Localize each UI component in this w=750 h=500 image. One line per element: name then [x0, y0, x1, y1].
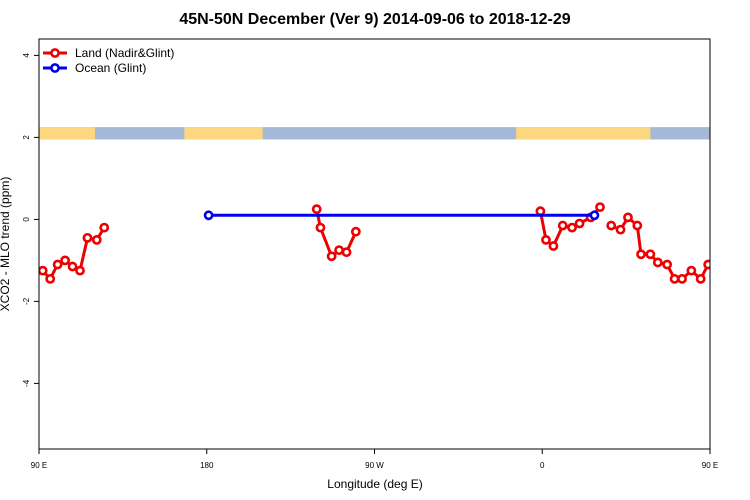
data-point — [606, 220, 617, 231]
data-point — [548, 241, 559, 251]
data-point — [82, 232, 93, 243]
data-point — [595, 202, 605, 212]
x-tick-label: 180 — [200, 461, 214, 470]
y-tick-label: 2 — [22, 135, 31, 140]
data-point — [91, 234, 102, 245]
data-point — [311, 204, 322, 215]
chart-title: 45N-50N December (Ver 9) 2014-09-06 to 2… — [179, 11, 570, 28]
data-point — [589, 210, 600, 221]
map-land-region — [184, 127, 263, 140]
y-axis: -4 -2 0 2 4 — [22, 53, 39, 387]
data-point — [721, 263, 728, 270]
map-land-region — [710, 127, 750, 139]
plot-frame — [38, 38, 711, 450]
series-layer — [39, 202, 745, 284]
data-point — [45, 273, 56, 284]
x-tick-label: 90 E — [31, 461, 47, 470]
data-point — [541, 234, 551, 245]
data-point — [632, 220, 643, 231]
plot-area — [39, 127, 750, 284]
x-axis-label: Longitude (deg E) — [327, 477, 422, 491]
y-tick-label: 0 — [22, 217, 31, 222]
data-point — [203, 210, 214, 221]
x-tick-label: 90 E — [702, 461, 718, 470]
data-point — [574, 218, 585, 229]
data-point — [712, 257, 719, 264]
data-point — [315, 222, 326, 233]
legend-marker — [50, 63, 60, 73]
data-point — [67, 261, 78, 272]
data-point — [677, 273, 687, 284]
data-point — [615, 224, 626, 235]
data-point — [662, 259, 673, 270]
data-point — [535, 206, 546, 217]
x-tick-label: 90 W — [365, 461, 384, 470]
data-point — [738, 234, 745, 241]
data-point — [334, 245, 344, 256]
y-tick-label: 4 — [22, 53, 31, 58]
legend-marker — [50, 48, 60, 58]
data-point — [52, 259, 63, 270]
data-point — [39, 265, 48, 276]
data-point — [686, 265, 697, 276]
legend-label: Land (Nadir&Glint) — [75, 46, 174, 60]
data-point — [99, 222, 110, 233]
data-point — [731, 267, 738, 274]
y-axis-label: XCO2 - MLO trend (ppm) — [0, 177, 12, 312]
data-point — [75, 265, 85, 276]
data-point — [623, 212, 633, 223]
x-tick-label: 0 — [540, 461, 545, 470]
data-point — [636, 249, 646, 260]
data-point — [652, 257, 663, 268]
legend-label: Ocean (Glint) — [75, 61, 146, 75]
map-land-region — [39, 127, 95, 140]
map-strip — [39, 127, 750, 140]
data-point — [350, 226, 361, 237]
x-axis: 90 E 180 90 W 0 90 E — [31, 449, 718, 470]
data-point — [60, 255, 70, 266]
data-point — [341, 247, 352, 258]
data-point — [567, 222, 577, 233]
data-point — [669, 273, 680, 284]
y-tick-label: -4 — [22, 379, 31, 387]
legend: Land (Nadir&Glint)Ocean (Glint) — [43, 46, 174, 75]
data-point — [695, 273, 706, 284]
data-point — [645, 249, 656, 260]
data-point — [326, 251, 337, 262]
data-point — [557, 220, 568, 231]
data-point — [703, 259, 710, 270]
series-line — [610, 215, 710, 281]
y-tick-label: -2 — [22, 297, 31, 305]
map-land-region — [516, 127, 651, 140]
